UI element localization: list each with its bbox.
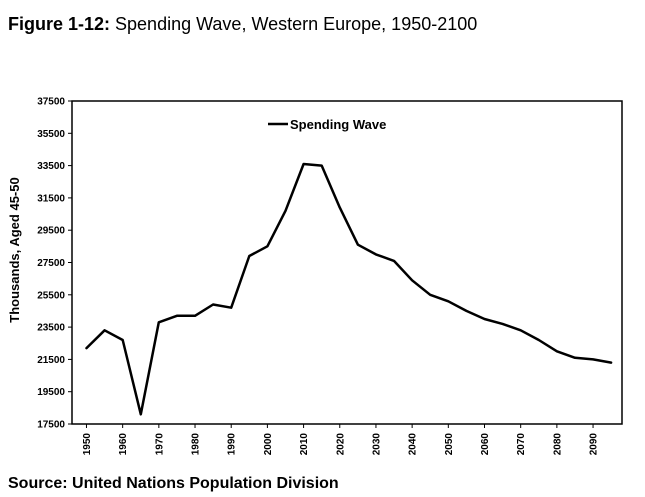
y-tick-label: 33500 xyxy=(37,161,65,172)
y-tick-label: 27500 xyxy=(37,258,65,269)
legend-label: Spending Wave xyxy=(290,117,386,132)
x-tick-label: 2020 xyxy=(335,433,346,456)
y-tick-label: 19500 xyxy=(37,387,65,398)
y-tick-label: 23500 xyxy=(37,323,65,334)
y-tick-label: 31500 xyxy=(37,193,65,204)
x-tick-label: 1950 xyxy=(82,433,93,456)
x-tick-label: 1970 xyxy=(154,433,165,456)
y-axis-ticks: 17500 19500 21500 23500 25500 27500 29500 31500… xyxy=(37,97,72,431)
y-tick-label: 25500 xyxy=(37,290,65,301)
source-note: Source: United Nations Population Divisi… xyxy=(8,475,339,492)
y-axis-label: Thousands, Aged 45-50 xyxy=(7,177,22,322)
x-tick-label: 2090 xyxy=(589,433,600,456)
x-tick-label: 2000 xyxy=(263,433,274,456)
x-tick-label: 2060 xyxy=(480,433,491,456)
y-tick-label: 35500 xyxy=(37,129,65,140)
x-tick-label: 2010 xyxy=(299,433,310,456)
x-tick-label: 2050 xyxy=(444,433,455,456)
x-tick-label: 2040 xyxy=(408,433,419,456)
x-axis-ticks: 1950 1960 1970 1980 1990 2000 2010 2020 2030 2040… xyxy=(82,424,600,455)
figure-label: Figure 1-12: xyxy=(8,14,111,34)
legend: Spending Wave xyxy=(268,117,386,132)
x-tick-label: 2030 xyxy=(371,433,382,456)
series-layer xyxy=(85,162,613,416)
y-tick-label: 29500 xyxy=(37,226,65,237)
x-tick-label: 2070 xyxy=(516,433,527,456)
x-tick-label: 1960 xyxy=(118,433,129,456)
series-line-spending-wave xyxy=(85,162,613,416)
y-tick-label: 21500 xyxy=(37,355,65,366)
y-tick-label: 37500 xyxy=(37,97,65,108)
plot-area-frame xyxy=(71,100,623,425)
x-tick-label: 1990 xyxy=(227,433,238,456)
chart-title: Figure 1-12: Spending Wave, Western Euro… xyxy=(8,14,477,35)
y-tick-label: 17500 xyxy=(37,420,65,431)
x-tick-label: 2080 xyxy=(552,433,563,456)
x-tick-label: 1980 xyxy=(191,433,202,456)
figure-title: Spending Wave, Western Europe, 1950-2100 xyxy=(110,14,478,34)
